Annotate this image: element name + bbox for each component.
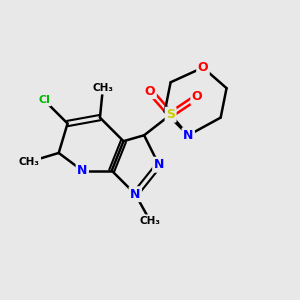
Text: O: O [192,91,203,103]
Text: S: S [166,108,175,121]
Text: N: N [77,164,88,177]
Text: N: N [183,129,194,142]
Text: O: O [198,61,208,74]
Text: Cl: Cl [38,95,50,105]
Text: CH₃: CH₃ [140,216,160,226]
Text: N: N [130,188,140,201]
Text: CH₃: CH₃ [19,157,40,167]
Text: N: N [154,158,164,171]
Text: O: O [145,85,155,98]
Text: CH₃: CH₃ [92,83,113,93]
